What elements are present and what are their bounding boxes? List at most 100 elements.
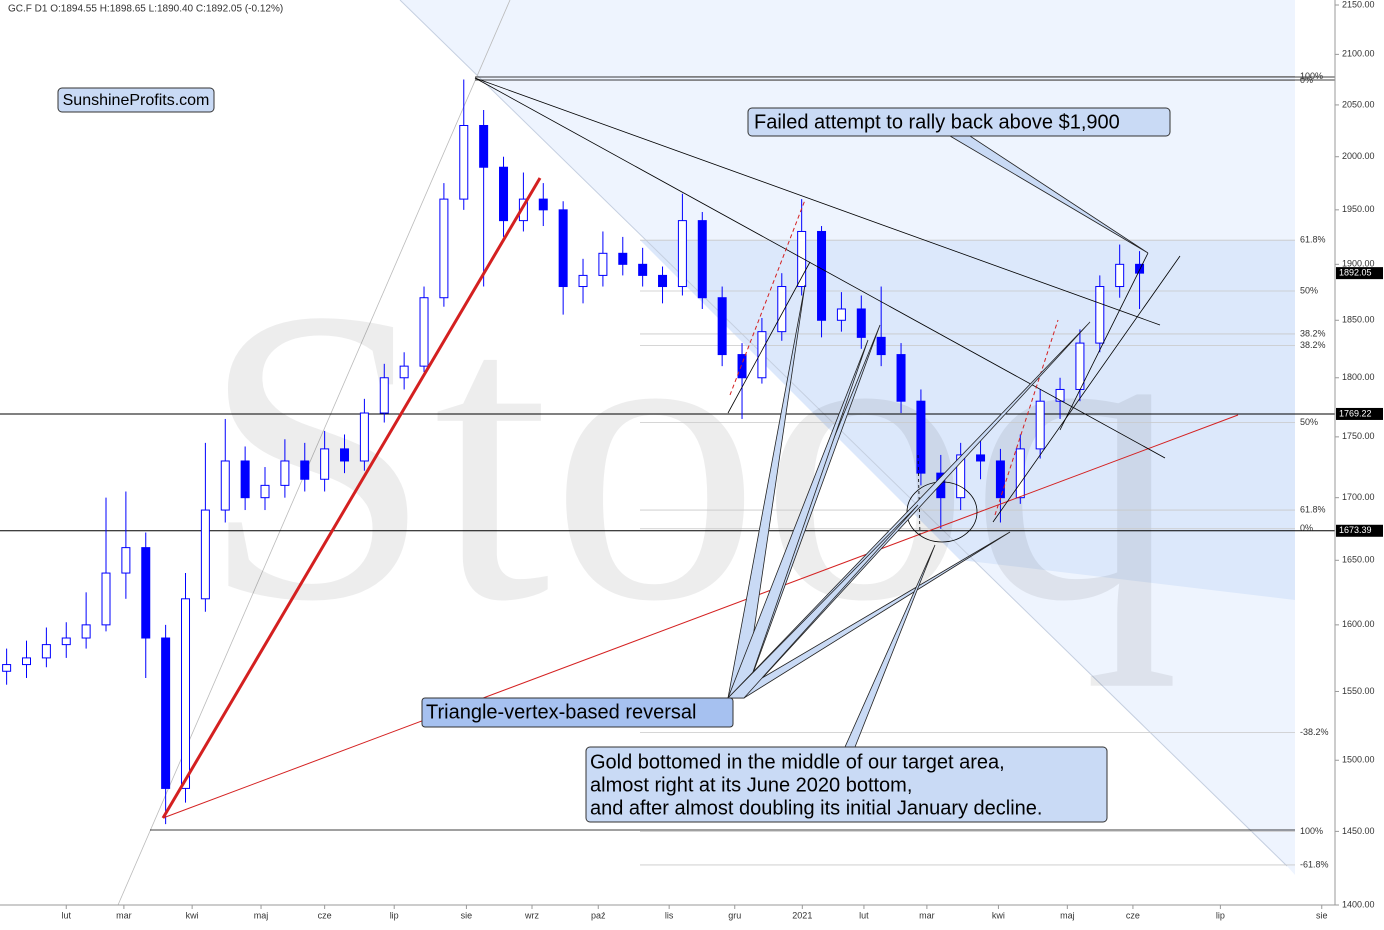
- y-tick-label: 1800.00: [1342, 372, 1375, 382]
- candle-body: [1015, 448, 1025, 499]
- candle-body: [677, 220, 687, 288]
- y-tick-label: 1550.00: [1342, 686, 1375, 696]
- trend-line: [474, 77, 1161, 326]
- candle-body: [161, 637, 171, 789]
- x-tick-label: paź: [591, 910, 606, 920]
- candle-body: [2, 664, 12, 672]
- y-tick-label: 1650.00: [1342, 555, 1375, 565]
- y-tick-label: 1500.00: [1342, 755, 1375, 765]
- x-tick-label: 2021: [792, 910, 812, 920]
- candle-body: [896, 354, 906, 402]
- candle-body: [1115, 263, 1125, 288]
- candle-body: [697, 220, 707, 299]
- candle-body: [479, 124, 489, 168]
- brand: SunshineProfits.com: [63, 92, 210, 109]
- x-tick-label: gru: [728, 910, 741, 920]
- candle-body: [300, 460, 310, 480]
- annotation: and after almost doubling its initial Ja…: [590, 797, 1042, 819]
- candle-body: [320, 448, 330, 480]
- y-tick-label: 1450.00: [1342, 826, 1375, 836]
- annotation: Failed attempt to rally back above $1,90…: [754, 111, 1120, 133]
- annotation-box: [747, 107, 1171, 137]
- candle-body: [558, 209, 568, 288]
- candle-body: [618, 252, 628, 265]
- fib-label: 61.8%: [1300, 504, 1326, 514]
- candle-body: [260, 484, 270, 499]
- fib-label: 0%: [1300, 75, 1313, 85]
- candle-body: [797, 230, 807, 288]
- candle-body: [22, 657, 32, 666]
- annotation-box: [421, 697, 734, 728]
- red-trend-thin: [162, 414, 1239, 819]
- candle-body: [141, 547, 151, 639]
- x-tick-label: lis: [665, 910, 674, 920]
- price-tag: [1336, 407, 1383, 420]
- x-tick-label: lut: [859, 910, 869, 920]
- y-tick-label: 1950.00: [1342, 204, 1375, 214]
- annotation: Gold bottomed in the middle of our targe…: [590, 751, 1005, 773]
- shade-light: [400, 0, 1295, 875]
- x-tick-label: maj: [254, 910, 269, 920]
- candle-body: [1035, 400, 1045, 450]
- candle-body: [419, 297, 429, 367]
- x-tick-label: wrz: [524, 910, 539, 920]
- fib-label: 38.2%: [1300, 328, 1326, 338]
- y-tick-label: 1700.00: [1342, 492, 1375, 502]
- price-tag-label: 1769.22: [1339, 408, 1372, 418]
- candle-body: [399, 365, 409, 379]
- fib-label: -61.8%: [1300, 859, 1329, 869]
- x-tick-label: mar: [919, 910, 935, 920]
- candle-body: [499, 166, 509, 222]
- y-tick-label: 2150.00: [1342, 0, 1375, 9]
- x-tick-label: cze: [318, 910, 332, 920]
- fib-label: 38.2%: [1300, 340, 1326, 350]
- candle-body: [757, 331, 767, 379]
- fib-label: 100%: [1300, 826, 1323, 836]
- candle-body: [717, 297, 727, 356]
- candle-body: [658, 274, 668, 288]
- candle-body: [856, 308, 866, 338]
- candle-body: [340, 448, 350, 462]
- x-tick-label: mar: [116, 910, 132, 920]
- y-tick-label: 1600.00: [1342, 619, 1375, 629]
- price-tag-label: 1892.05: [1339, 268, 1372, 278]
- candle-body: [439, 198, 449, 299]
- candle-body: [280, 460, 290, 486]
- candle-body: [101, 572, 111, 626]
- candle-body: [578, 274, 588, 288]
- candle-body: [518, 198, 528, 222]
- x-tick-label: lut: [61, 910, 71, 920]
- candle-body: [836, 308, 846, 321]
- candle-body: [1055, 388, 1065, 402]
- candle-body: [379, 377, 389, 414]
- trend-line: [474, 77, 1166, 459]
- x-tick-label: maj: [1060, 910, 1075, 920]
- price-tag-label: 1673.39: [1339, 525, 1372, 535]
- candle-body: [538, 198, 548, 211]
- annotation: Triangle-vertex-based reversal: [426, 701, 696, 723]
- candle-body: [956, 454, 966, 499]
- candle-body: [220, 460, 230, 511]
- price-tag: [1336, 524, 1383, 537]
- candle-body: [995, 460, 1005, 499]
- candle-body: [200, 509, 210, 600]
- y-tick-label: 1850.00: [1342, 315, 1375, 325]
- candle-body: [41, 644, 51, 659]
- channel: [992, 255, 1181, 523]
- price-tag: [1336, 267, 1383, 280]
- candle-body: [359, 412, 369, 462]
- candle-body: [817, 230, 827, 321]
- y-tick-label: 2050.00: [1342, 99, 1375, 109]
- candle-body: [876, 336, 886, 356]
- candle-body: [598, 252, 608, 276]
- x-tick-label: sie: [461, 910, 473, 920]
- fib-label: -38.2%: [1300, 727, 1329, 737]
- channel: [727, 261, 811, 414]
- candle-body: [737, 354, 747, 379]
- x-tick-label: lip: [390, 910, 399, 920]
- y-tick-label: 1900.00: [1342, 259, 1375, 269]
- candle-body: [240, 460, 250, 499]
- candle-body: [1075, 342, 1085, 390]
- candle-body: [61, 637, 71, 646]
